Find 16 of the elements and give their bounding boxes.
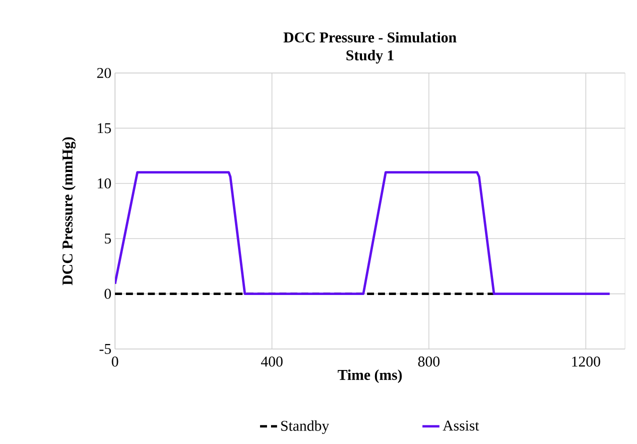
line-series [115,171,611,295]
x-tick-label: 800 [418,356,440,367]
y-tick-label: 0 [104,288,111,299]
y-tick-label: -5 [100,344,111,354]
y-axis-title: DCC Pressure (mmHg) [62,137,76,286]
y-tick-label: 15 [98,123,111,134]
legend-label: Standby [281,420,330,434]
x-tick-label: 1200 [572,356,600,367]
x-tick-label: 0 [112,356,118,367]
y-tick-label: 20 [97,68,111,78]
chart-title: DCC Pressure - Simulation Study 1 [284,32,456,64]
x-tick-label: 400 [261,356,283,367]
y-tick-label: 10 [98,178,111,188]
y-tick-label: 5 [104,234,111,244]
legend-label: Assist [442,420,480,431]
x-axis-title: Time (ms) [338,369,402,383]
